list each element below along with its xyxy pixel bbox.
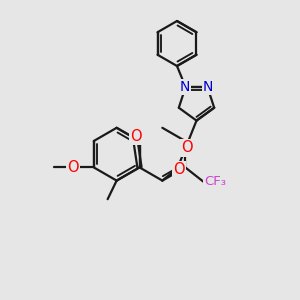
Text: N: N	[203, 80, 213, 94]
Text: O: O	[173, 162, 185, 177]
Text: CF₃: CF₃	[204, 176, 226, 188]
Text: O: O	[67, 160, 79, 175]
Text: O: O	[130, 129, 142, 144]
Text: O: O	[181, 140, 193, 155]
Text: N: N	[180, 80, 190, 94]
